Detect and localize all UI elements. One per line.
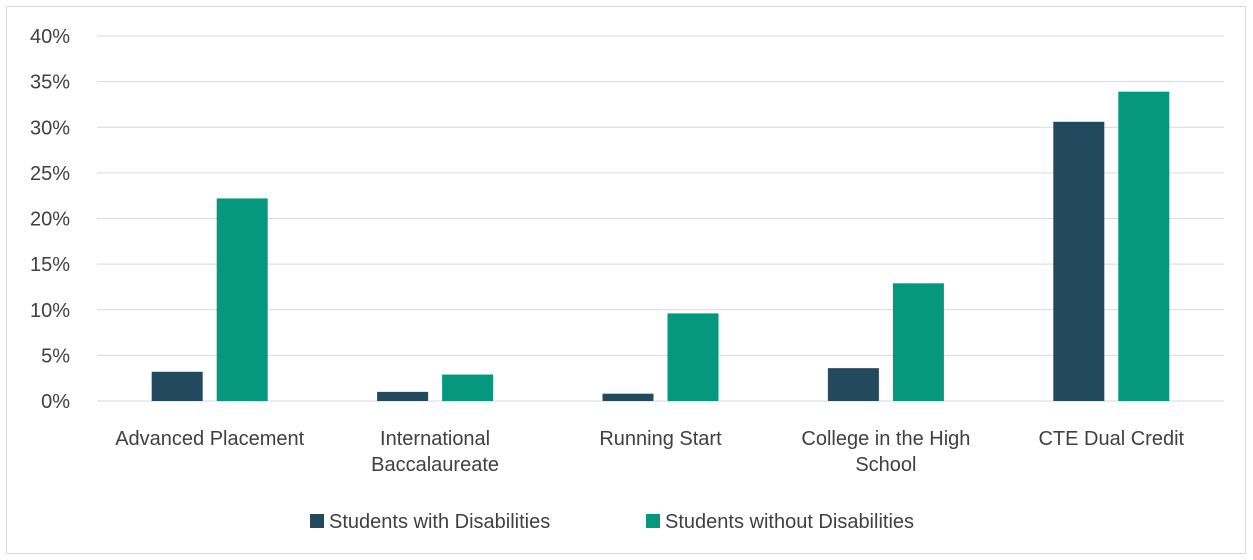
- y-tick-label: 20%: [30, 209, 70, 231]
- chart-frame: [6, 6, 1246, 554]
- x-tick-label: College in the High School: [801, 428, 970, 476]
- y-tick-label: 40%: [30, 26, 70, 48]
- y-tick-label: 30%: [30, 117, 70, 139]
- y-tick-label: 25%: [30, 163, 70, 185]
- legend-item: Students with Disabilities: [310, 511, 550, 533]
- bar-with-disabilities: [602, 393, 654, 401]
- legend-swatch: [646, 514, 660, 528]
- legend-item: Students without Disabilities: [646, 511, 914, 533]
- legend-label: Students with Disabilities: [329, 511, 550, 533]
- legend-swatch: [310, 514, 324, 528]
- bar-with-disabilities: [1053, 121, 1105, 402]
- x-tick-label: International Baccalaureate: [371, 428, 499, 476]
- bar-without-disabilities: [216, 198, 268, 401]
- gridlines: [97, 35, 1224, 402]
- x-tick-label: Running Start: [599, 428, 722, 450]
- y-tick-label: 0%: [41, 391, 70, 413]
- y-axis: 0% 5% 10% 15% 20% 25% 30% 35% 40%: [30, 26, 70, 413]
- legend-label: Students without Disabilities: [665, 511, 914, 533]
- y-tick-label: 15%: [30, 254, 70, 276]
- bar-with-disabilities: [827, 368, 879, 401]
- x-axis: Advanced Placement International Baccalaur…: [115, 428, 1184, 476]
- bar-without-disabilities: [667, 313, 719, 401]
- y-tick-label: 35%: [30, 72, 70, 94]
- bar-with-disabilities: [151, 371, 203, 401]
- bar-with-disabilities: [377, 391, 429, 401]
- legend: Students with Disabilities Students witho…: [310, 511, 914, 533]
- bar-without-disabilities: [1118, 91, 1170, 401]
- bar-without-disabilities: [442, 374, 494, 401]
- bars: [151, 91, 1170, 402]
- x-tick-label: CTE Dual Credit: [1038, 428, 1184, 450]
- y-tick-label: 5%: [41, 345, 70, 367]
- x-tick-label: Advanced Placement: [115, 428, 304, 450]
- bar-without-disabilities: [892, 283, 944, 401]
- y-tick-label: 10%: [30, 300, 70, 322]
